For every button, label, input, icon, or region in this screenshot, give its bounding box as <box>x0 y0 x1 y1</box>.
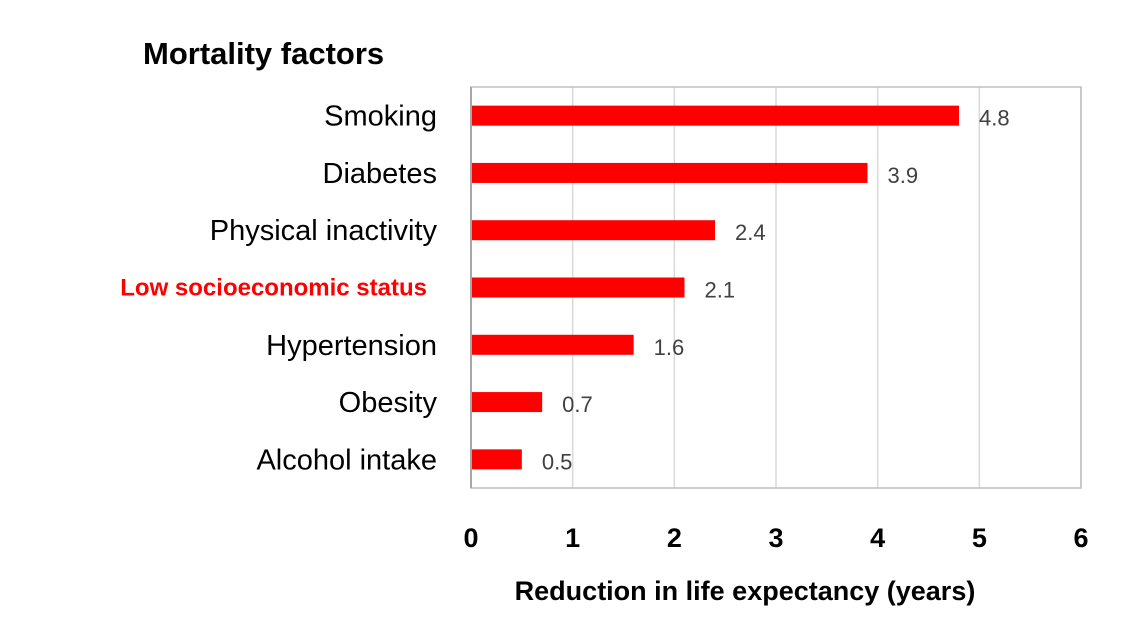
category-label: Hypertension <box>266 330 437 362</box>
category-labels: Smoking Diabetes Physical inactivity Low so… <box>120 101 437 477</box>
data-label: 0.7 <box>562 392 593 417</box>
data-label: 4.8 <box>979 106 1010 131</box>
bar <box>471 220 715 241</box>
bar <box>471 392 543 413</box>
data-label: 2.1 <box>705 278 736 303</box>
category-label: Obesity <box>339 387 438 419</box>
data-label: 3.9 <box>888 163 919 188</box>
bar <box>471 105 959 126</box>
data-label: 0.5 <box>542 449 573 474</box>
category-label: Smoking <box>324 101 437 133</box>
bar <box>471 449 522 470</box>
x-tick-label: 3 <box>768 523 783 553</box>
category-label: Alcohol intake <box>256 444 437 476</box>
chart-title: Mortality factors <box>143 36 384 71</box>
x-tick-label: 6 <box>1073 523 1088 553</box>
x-tick-label: 1 <box>565 523 580 553</box>
bar <box>471 334 634 355</box>
bar <box>471 162 868 183</box>
bar <box>471 277 685 298</box>
x-tick-label: 2 <box>667 523 682 553</box>
x-tick-label: 0 <box>463 523 478 553</box>
bars <box>471 105 959 470</box>
data-label: 2.4 <box>735 220 766 245</box>
x-tick-label: 5 <box>972 523 987 553</box>
category-label: Physical inactivity <box>210 215 438 247</box>
x-axis-label: Reduction in life expectancy (years) <box>515 576 976 606</box>
x-tick-labels: 0 1 2 3 4 5 6 <box>463 523 1088 553</box>
x-tick-label: 4 <box>870 523 885 553</box>
value-labels: 4.8 3.9 2.4 2.1 1.6 0.7 0.5 <box>542 106 1010 475</box>
category-label-highlighted: Low socioeconomic status <box>120 275 427 302</box>
category-label: Diabetes <box>323 158 437 190</box>
data-label: 1.6 <box>654 335 685 360</box>
